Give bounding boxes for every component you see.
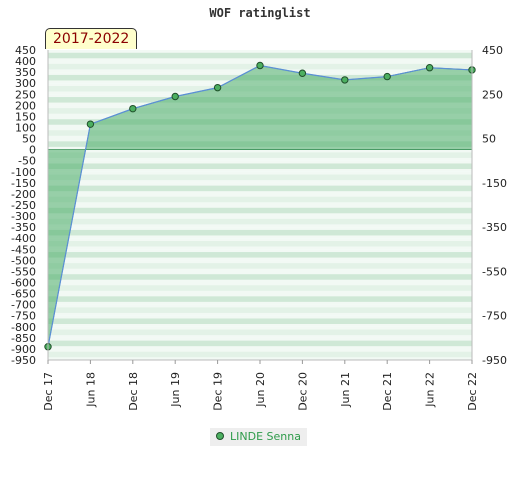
y-tick-label-left: 50 [22, 133, 36, 146]
y-tick-label-left: -200 [11, 188, 36, 201]
y-tick-label-left: 0 [29, 144, 36, 157]
data-point[interactable] [383, 72, 391, 81]
x-tick-label: Jun 20 [254, 372, 267, 408]
y-tick-label-left: -50 [18, 155, 36, 168]
y-tick-label-right: 50 [482, 133, 496, 146]
y-tick-label-left: 400 [15, 55, 36, 68]
x-tick-label: Dec 17 [42, 372, 55, 411]
chart-title: WOF ratinglist [209, 6, 311, 20]
y-tick-label-left: -900 [11, 343, 36, 356]
background-band [48, 229, 472, 236]
x-tick-label: Jun 19 [169, 372, 182, 408]
period-tab[interactable]: 2017-2022 [45, 28, 138, 49]
background-band [48, 163, 472, 170]
data-point[interactable] [341, 76, 349, 84]
background-band [48, 285, 472, 291]
background-band [48, 329, 472, 336]
x-tick-label: Jun 22 [424, 372, 437, 408]
legend-marker-icon [216, 432, 224, 440]
x-tick-label: Dec 19 [212, 372, 225, 411]
background-band [48, 252, 472, 258]
background-band [48, 340, 472, 347]
background-band [48, 207, 472, 214]
x-tick-label: Dec 18 [127, 372, 140, 411]
legend[interactable]: LINDE Senna [210, 428, 307, 446]
x-tick-label: Jun 18 [84, 372, 97, 408]
y-tick-label-left: -250 [11, 199, 36, 212]
background-band [48, 52, 472, 59]
y-tick-label-left: -800 [11, 321, 36, 334]
y-tick-label-left: -150 [11, 177, 36, 190]
background-band [48, 274, 472, 280]
background-band [48, 240, 472, 247]
background-band [48, 351, 472, 358]
background-band [48, 307, 472, 313]
data-point[interactable] [256, 61, 264, 70]
y-tick-label-left: -700 [11, 299, 36, 312]
y-tick-label-left: -100 [11, 166, 36, 179]
y-tick-label-left: 150 [15, 110, 36, 123]
y-tick-label-left: -600 [11, 277, 36, 290]
y-tick-label-left: -450 [11, 243, 36, 256]
y-tick-label-left: -350 [11, 221, 36, 234]
data-point[interactable] [171, 92, 179, 101]
data-point[interactable] [213, 83, 222, 92]
y-tick-label-right: -550 [482, 265, 507, 278]
y-tick-label-left: -300 [11, 210, 36, 223]
data-point[interactable] [86, 120, 95, 128]
y-tick-label-left: -550 [11, 265, 36, 278]
background-band [48, 196, 472, 203]
data-point[interactable] [298, 69, 307, 77]
y-tick-label-right: 450 [482, 44, 503, 57]
y-tick-label-left: 200 [15, 99, 36, 112]
background-band [48, 318, 472, 325]
y-tick-label-left: -950 [11, 354, 36, 367]
y-tick-label-left: 350 [15, 66, 36, 79]
background-band [48, 185, 472, 192]
background-band [48, 263, 472, 269]
x-tick-label: Dec 22 [466, 372, 479, 411]
legend-series-label: LINDE Senna [230, 430, 301, 443]
y-tick-label-left: 300 [15, 77, 36, 90]
y-tick-label-left: -400 [11, 232, 36, 245]
x-tick-label: Dec 20 [296, 372, 309, 411]
y-tick-label-left: 250 [15, 88, 36, 101]
y-tick-label-right: -750 [482, 310, 507, 323]
data-point[interactable] [425, 64, 434, 72]
y-tick-label-left: 100 [15, 122, 36, 135]
background-band [48, 152, 472, 158]
data-point[interactable] [129, 104, 137, 113]
y-tick-label-right: -150 [482, 177, 507, 190]
x-tick-label: Jun 21 [339, 372, 352, 408]
y-tick-label-right: -350 [482, 221, 507, 234]
y-tick-label-right: 250 [482, 88, 503, 101]
y-tick-label-left: 450 [15, 44, 36, 57]
y-tick-label-left: -750 [11, 310, 36, 323]
background-band [48, 174, 472, 181]
background-band [48, 296, 472, 302]
x-tick-label: Dec 21 [381, 372, 394, 411]
y-tick-label-right: -950 [482, 354, 507, 367]
background-band [48, 218, 472, 225]
y-tick-label-left: -500 [11, 254, 36, 267]
y-tick-label-left: -850 [11, 332, 36, 345]
y-tick-label-left: -650 [11, 288, 36, 301]
